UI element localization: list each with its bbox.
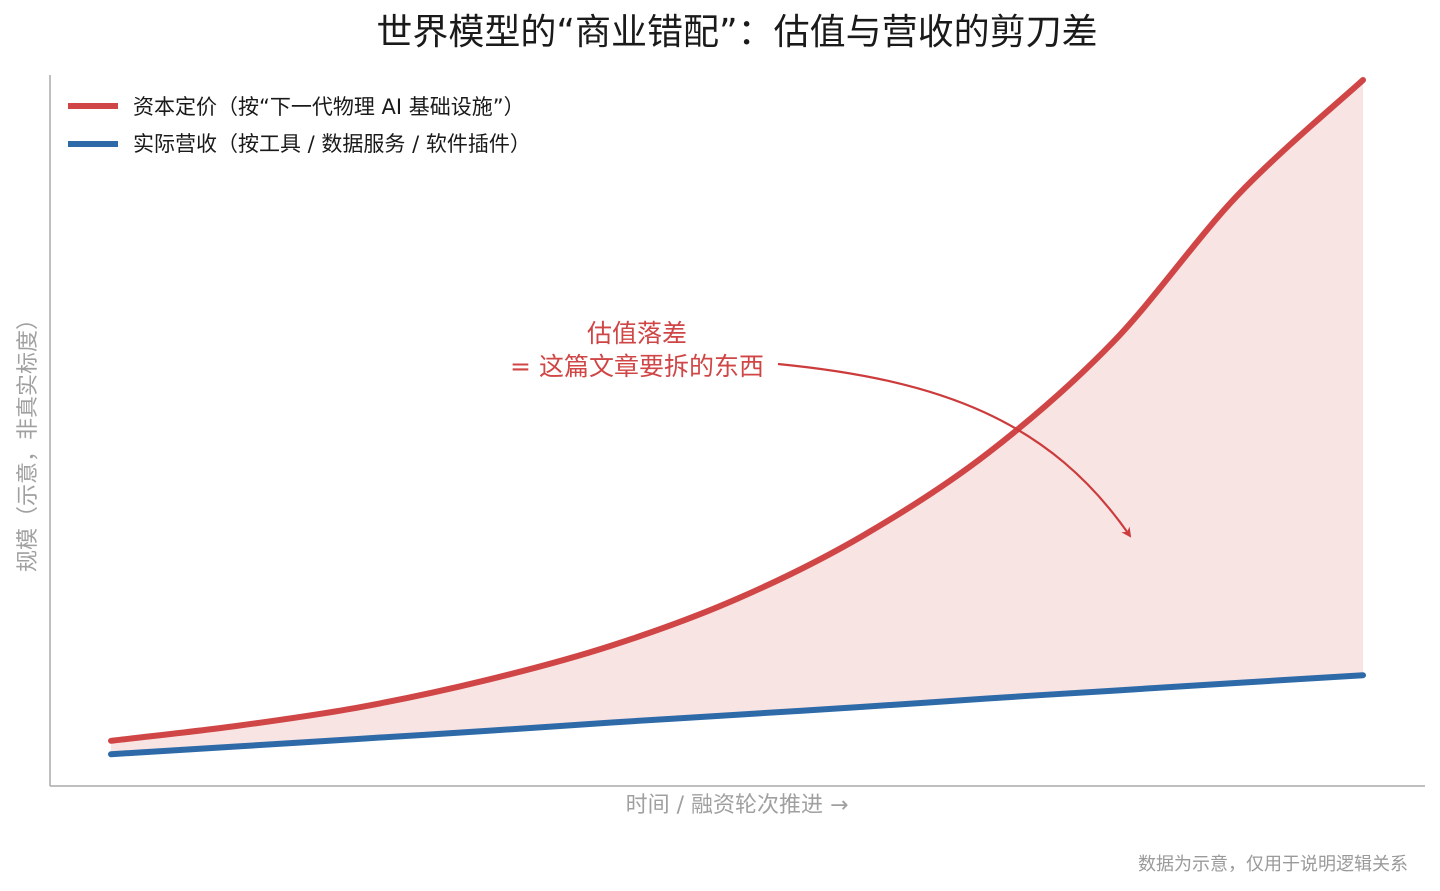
- data-point-valuation-2: [358, 704, 364, 710]
- legend-label-revenue: 实际营收（按工具 / 数据服务 / 软件插件）: [133, 132, 531, 156]
- data-point-valuation-0: [108, 738, 114, 744]
- data-point-revenue-1: [233, 744, 239, 750]
- data-point-revenue-9: [1235, 680, 1241, 686]
- legend: 资本定价（按“下一代物理 AI 基础设施”） 实际营收（按工具 / 数据服务 /…: [68, 95, 531, 156]
- x-axis-label: 时间 / 融资轮次推进 →: [626, 793, 849, 818]
- data-point-revenue-0: [108, 751, 114, 757]
- data-point-valuation-9: [1235, 192, 1241, 198]
- series-line-valuation: [108, 77, 1366, 744]
- data-point-revenue-7: [984, 696, 990, 702]
- plot-area: [108, 77, 1366, 758]
- legend-label-valuation: 资本定价（按“下一代物理 AI 基础设施”）: [133, 95, 525, 119]
- annotation-line-2: = 这篇文章要拆的东西: [510, 352, 764, 381]
- data-point-valuation-10: [1360, 77, 1366, 83]
- data-point-revenue-2: [358, 736, 364, 742]
- annotation-arrow: [777, 362, 1132, 538]
- data-point-revenue-8: [1110, 688, 1116, 694]
- y-axis-label: 规模（示意，非真实标度）: [16, 308, 41, 572]
- data-point-revenue-5: [734, 712, 740, 718]
- footnote: 数据为示意，仅用于说明逻辑关系: [1138, 854, 1408, 875]
- series-line-revenue: [108, 672, 1366, 758]
- data-point-valuation-4: [609, 643, 615, 649]
- chart-title: 世界模型的“商业错配”：估值与营收的剪刀差: [376, 12, 1097, 53]
- data-point-revenue-10: [1360, 672, 1366, 678]
- data-point-valuation-7: [984, 451, 990, 457]
- data-point-valuation-8: [1110, 340, 1116, 346]
- annotation-line-1: 估值落差: [587, 319, 687, 348]
- data-point-valuation-3: [484, 677, 490, 683]
- data-point-valuation-1: [233, 723, 239, 729]
- data-point-revenue-6: [859, 704, 865, 710]
- gap-annotation: 估值落差 = 这篇文章要拆的东西: [510, 319, 1132, 538]
- data-point-valuation-5: [734, 596, 740, 602]
- data-point-revenue-4: [609, 720, 615, 726]
- valuation-gap-fill: [111, 80, 1363, 755]
- data-point-valuation-6: [859, 533, 865, 539]
- data-point-revenue-3: [484, 728, 490, 734]
